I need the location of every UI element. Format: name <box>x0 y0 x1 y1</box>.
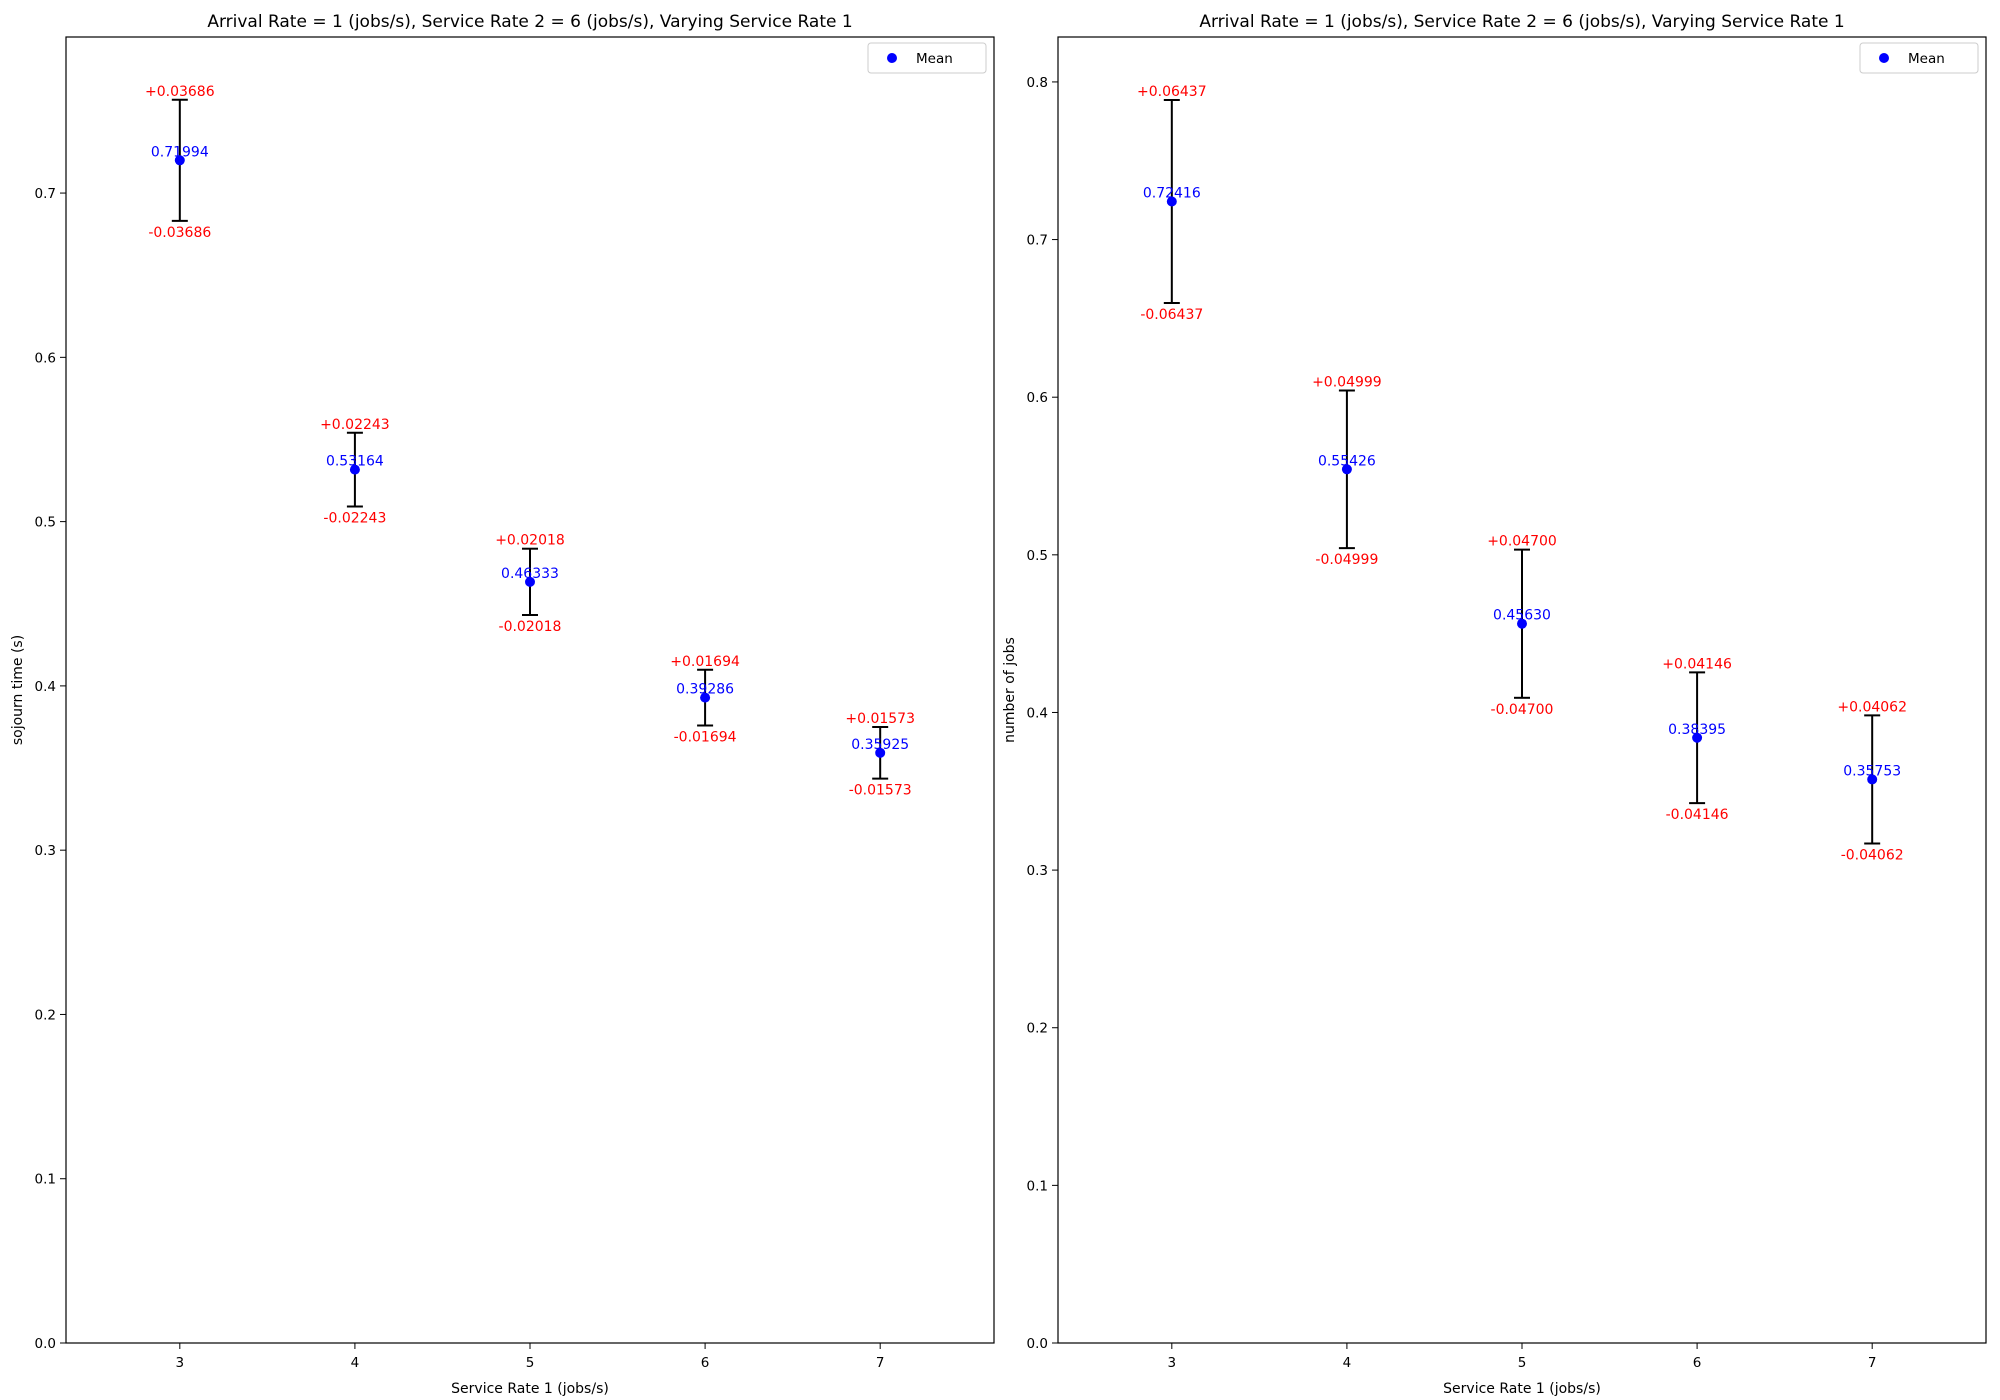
error-minus-label: -0.03686 <box>148 225 211 241</box>
legend-label: Mean <box>1908 51 1945 67</box>
mean-value-label: 0.45630 <box>1493 608 1551 624</box>
legend-marker <box>887 53 897 63</box>
y-tick-label: 0.1 <box>35 1172 56 1188</box>
x-axis-label: Service Rate 1 (jobs/s) <box>451 1381 609 1397</box>
y-tick-label: 0.0 <box>1027 1336 1048 1352</box>
error-plus-label: +0.04146 <box>1662 656 1732 672</box>
y-tick-label: 0.3 <box>35 843 56 859</box>
error-minus-label: -0.02018 <box>499 619 562 635</box>
error-plus-label: +0.04062 <box>1837 699 1907 715</box>
mean-point <box>1517 618 1527 629</box>
x-tick-label: 3 <box>1168 1355 1177 1371</box>
x-tick-label: 7 <box>1868 1355 1877 1371</box>
mean-point <box>875 747 886 758</box>
mean-value-label: 0.72416 <box>1143 185 1201 201</box>
mean-value-label: 0.53164 <box>326 454 384 470</box>
mean-point <box>700 692 711 703</box>
y-tick-label: 0.5 <box>1027 548 1048 564</box>
y-tick-label: 0.6 <box>1027 390 1048 406</box>
mean-point <box>349 464 360 475</box>
error-minus-label: -0.04700 <box>1491 702 1554 718</box>
mean-point <box>1867 774 1878 785</box>
mean-value-label: 0.71994 <box>151 144 209 160</box>
legend-box <box>1859 42 1979 74</box>
x-tick-label: 6 <box>701 1355 710 1371</box>
y-tick-label: 0.7 <box>35 186 56 202</box>
error-plus-label: +0.04999 <box>1312 374 1382 390</box>
error-plus-label: +0.02243 <box>320 417 390 433</box>
mean-value-label: 0.55426 <box>1318 453 1376 469</box>
mean-point <box>1341 464 1352 475</box>
error-plus-label: +0.02018 <box>495 533 565 549</box>
x-tick-label: 5 <box>526 1355 535 1371</box>
chart-title: Arrival Rate = 1 (jobs/s), Service Rate … <box>1199 12 1844 32</box>
error-minus-label: -0.04999 <box>1315 552 1378 568</box>
mean-value-label: 0.46333 <box>501 566 559 582</box>
x-axis-label: Service Rate 1 (jobs/s) <box>1443 1381 1601 1397</box>
error-minus-label: -0.06437 <box>1140 307 1203 323</box>
x-tick-label: 6 <box>1693 1355 1702 1371</box>
y-axis-label: sojourn time (s) <box>10 635 26 745</box>
x-tick-label: 4 <box>1343 1355 1352 1371</box>
error-minus-label: -0.04146 <box>1666 807 1729 823</box>
x-tick-label: 4 <box>351 1355 360 1371</box>
error-plus-label: +0.06437 <box>1137 84 1207 100</box>
y-tick-label: 0.6 <box>35 350 56 366</box>
y-tick-label: 0.4 <box>1027 705 1048 721</box>
mean-value-label: 0.35753 <box>1843 763 1901 779</box>
error-minus-label: -0.01694 <box>674 729 737 745</box>
x-tick-label: 3 <box>176 1355 185 1371</box>
error-plus-label: +0.01573 <box>845 711 915 727</box>
y-axis-label: number of jobs <box>1002 637 1018 743</box>
mean-value-label: 0.38395 <box>1668 722 1726 738</box>
legend-marker <box>1879 53 1889 63</box>
error-plus-label: +0.01694 <box>670 654 740 670</box>
legend-label: Mean <box>916 51 953 67</box>
error-minus-label: -0.04062 <box>1841 847 1904 863</box>
y-tick-label: 0.0 <box>35 1336 56 1352</box>
mean-point <box>525 576 535 587</box>
error-minus-label: -0.02243 <box>323 510 386 526</box>
y-tick-label: 0.2 <box>1027 1021 1048 1037</box>
x-tick-label: 7 <box>876 1355 885 1371</box>
y-tick-label: 0.7 <box>1027 233 1048 249</box>
mean-value-label: 0.35925 <box>851 737 909 753</box>
error-minus-label: -0.01573 <box>849 783 912 799</box>
left-chart-sojourn-time: Arrival Rate = 1 (jobs/s), Service Rate … <box>10 12 995 1397</box>
right-chart-number-of-jobs: Arrival Rate = 1 (jobs/s), Service Rate … <box>1002 12 1987 1397</box>
y-tick-label: 0.5 <box>35 515 56 531</box>
legend-box <box>867 42 987 74</box>
chart-title: Arrival Rate = 1 (jobs/s), Service Rate … <box>207 12 852 32</box>
y-tick-label: 0.8 <box>1027 75 1048 91</box>
mean-value-label: 0.39286 <box>676 682 734 698</box>
error-plus-label: +0.03686 <box>145 84 215 100</box>
error-plus-label: +0.04700 <box>1487 534 1557 550</box>
y-tick-label: 0.1 <box>1027 1178 1048 1194</box>
y-tick-label: 0.2 <box>35 1007 56 1023</box>
y-tick-label: 0.4 <box>35 679 56 695</box>
mean-point <box>174 155 185 166</box>
mean-point <box>1166 196 1177 207</box>
mean-point <box>1692 732 1703 743</box>
y-tick-label: 0.3 <box>1027 863 1048 879</box>
x-tick-label: 5 <box>1518 1355 1527 1371</box>
